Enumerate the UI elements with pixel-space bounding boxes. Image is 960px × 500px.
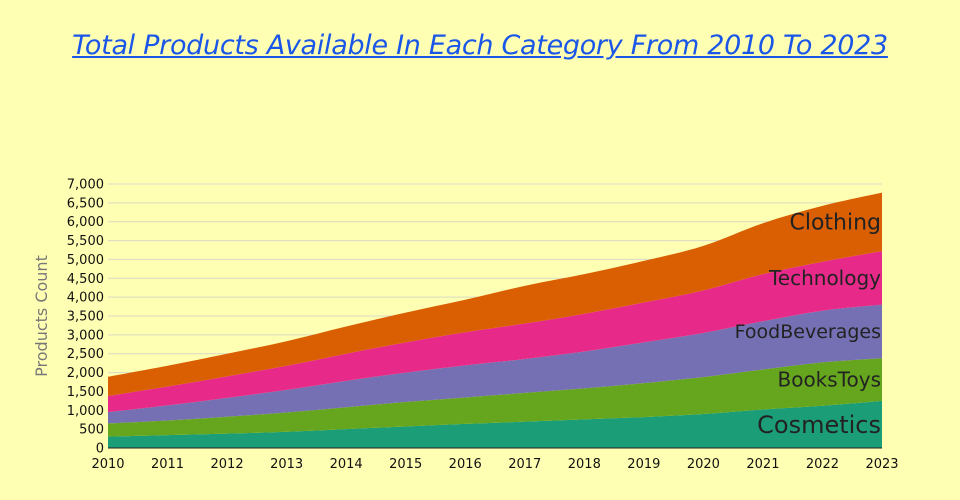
x-tick-label: 2012 (211, 457, 244, 472)
area-bookstoys (108, 358, 882, 437)
y-tick-label: 4,000 (67, 291, 104, 306)
x-tick-label: 2023 (865, 457, 898, 472)
area-cosmetics (108, 400, 882, 448)
y-tick-label: 6,000 (67, 215, 104, 230)
y-tick-label: 6,500 (67, 196, 104, 211)
y-tick-label: 3,000 (67, 328, 104, 343)
y-tick-label: 500 (79, 423, 104, 438)
x-tick-label: 2017 (508, 457, 541, 472)
chart-title: Total Products Available In Each Categor… (72, 30, 888, 61)
series-label-cosmetics: Cosmetics (757, 411, 881, 439)
y-tick-label: 2,000 (67, 366, 104, 381)
series-label-bookstoys: BooksToys (777, 368, 881, 392)
x-tick-label: 2022 (806, 457, 839, 472)
x-tick-label: 2010 (91, 457, 124, 472)
y-tick-label: 7,000 (67, 178, 104, 193)
area-technology (108, 251, 882, 413)
area-clothing (108, 192, 882, 396)
area-foodbeverages (108, 304, 882, 424)
y-tick-label: 5,500 (67, 234, 104, 249)
x-tick-label: 2016 (449, 457, 482, 472)
x-tick-label: 2013 (270, 457, 303, 472)
x-tick-label: 2015 (389, 457, 422, 472)
series-labels: Cosmetics BooksToys FoodBeverages Technolog… (735, 211, 881, 439)
x-tick-label: 2019 (627, 457, 660, 472)
y-axis-label: Products Count (32, 255, 51, 377)
y-tick-label: 4,500 (67, 272, 104, 287)
x-tick-label: 2021 (746, 457, 779, 472)
series-areas (108, 192, 882, 448)
y-tick-label: 3,500 (67, 310, 104, 325)
y-tick-label: 5,000 (67, 253, 104, 268)
series-label-foodbeverages: FoodBeverages (735, 321, 881, 343)
series-label-clothing: Clothing (789, 211, 881, 236)
x-tick-label: 2011 (151, 457, 184, 472)
y-tick-label: 1,500 (67, 385, 104, 400)
x-tick-label: 2014 (330, 457, 363, 472)
y-tick-label: 2,500 (67, 347, 104, 362)
series-label-technology: Technology (768, 266, 881, 290)
y-tick-label: 0 (96, 442, 104, 457)
x-tick-label: 2018 (568, 457, 601, 472)
y-tick-label: 1,000 (67, 404, 104, 419)
axes: 0 500 1,000 1,500 2,000 2,500 3,000 3,500 4,000 4… (67, 178, 899, 473)
x-tick-label: 2020 (687, 457, 720, 472)
